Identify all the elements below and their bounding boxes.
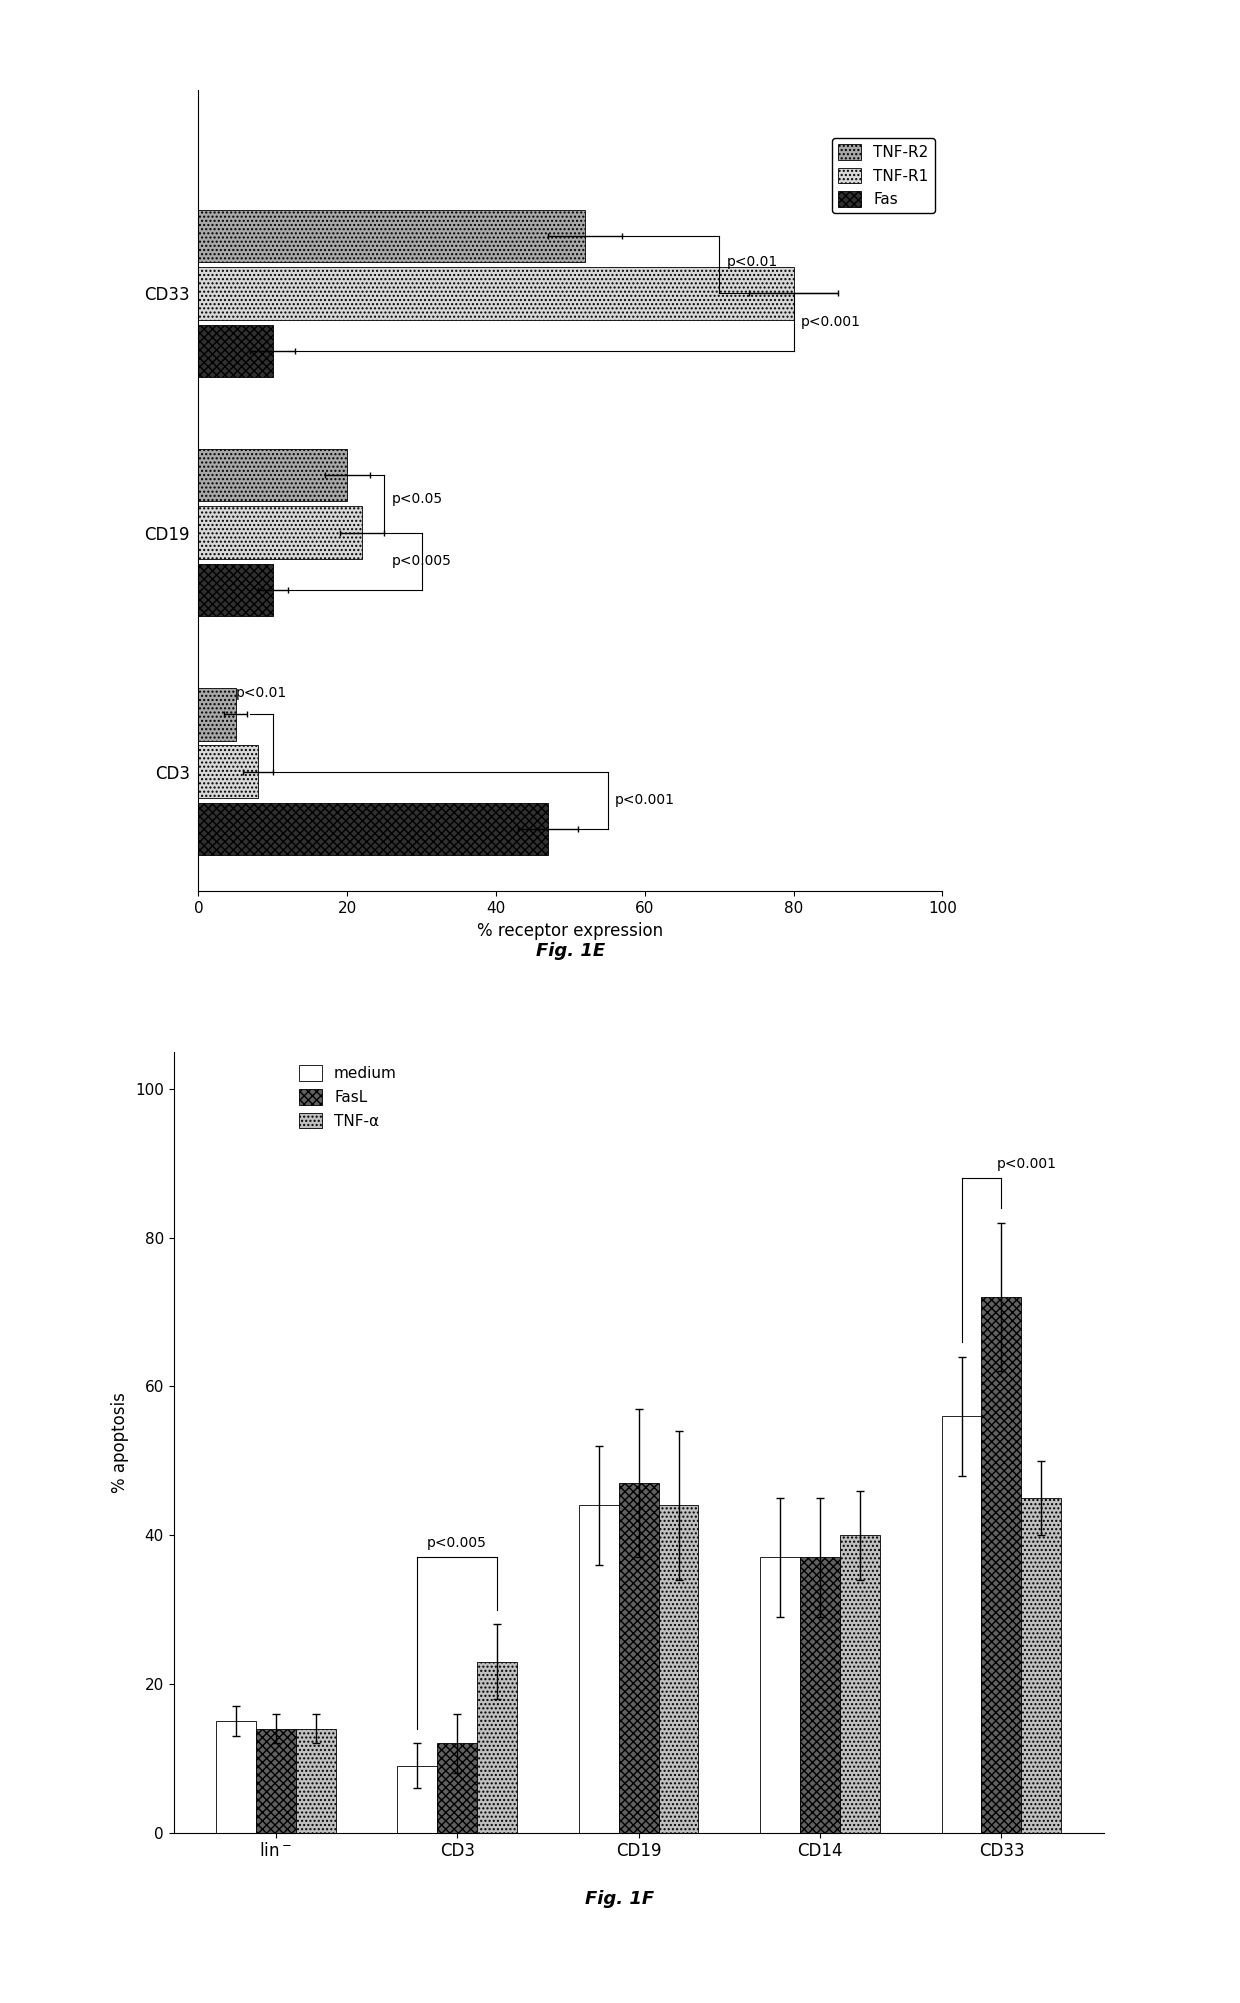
Text: p<0.001: p<0.001: [997, 1156, 1056, 1170]
Text: p<0.05: p<0.05: [392, 493, 443, 507]
Bar: [198, 745, 258, 797]
Legend: TNF-R2, TNF-R1, Fas: TNF-R2, TNF-R1, Fas: [832, 138, 935, 212]
Bar: [760, 1558, 800, 1833]
Bar: [198, 210, 585, 262]
Text: p<0.01: p<0.01: [727, 254, 777, 268]
Text: p<0.005: p<0.005: [428, 1536, 487, 1550]
Bar: [800, 1558, 839, 1833]
Bar: [982, 1298, 1022, 1833]
Bar: [619, 1482, 658, 1833]
Text: Fig. 1E: Fig. 1E: [536, 943, 605, 959]
Bar: [255, 1729, 295, 1833]
Text: p<0.001: p<0.001: [615, 793, 675, 807]
X-axis label: % receptor expression: % receptor expression: [477, 921, 663, 939]
Y-axis label: % apoptosis: % apoptosis: [112, 1392, 129, 1492]
Bar: [579, 1506, 619, 1833]
Bar: [198, 507, 362, 559]
Bar: [1022, 1498, 1061, 1833]
Bar: [198, 563, 273, 617]
Bar: [839, 1534, 880, 1833]
Bar: [216, 1721, 255, 1833]
Bar: [658, 1506, 698, 1833]
Text: p<0.01: p<0.01: [236, 685, 286, 699]
Bar: [438, 1743, 477, 1833]
Bar: [397, 1767, 438, 1833]
Bar: [198, 266, 794, 320]
Text: Fig. 1F: Fig. 1F: [585, 1891, 655, 1907]
Bar: [198, 689, 236, 741]
Text: p<0.001: p<0.001: [801, 314, 861, 328]
Bar: [941, 1416, 982, 1833]
Bar: [295, 1729, 336, 1833]
Legend: medium, FasL, TNF-α: medium, FasL, TNF-α: [293, 1060, 403, 1134]
Bar: [198, 449, 347, 501]
Text: p<0.005: p<0.005: [392, 555, 451, 569]
Bar: [477, 1662, 517, 1833]
Bar: [198, 324, 273, 377]
Bar: [198, 803, 548, 855]
